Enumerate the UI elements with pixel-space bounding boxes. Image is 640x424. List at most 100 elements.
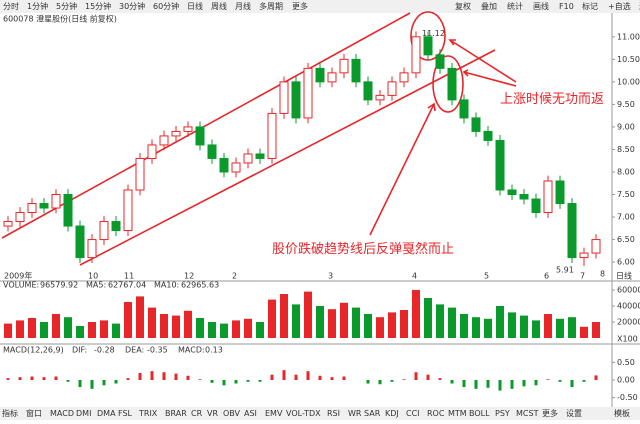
arrow-head bbox=[448, 39, 456, 46]
indicator-tab[interactable]: WR bbox=[348, 409, 362, 418]
header-label: VOLUME: bbox=[3, 281, 39, 290]
indicator-tab[interactable]: DMI bbox=[76, 409, 91, 418]
indicator-tab[interactable]: 指标 bbox=[2, 408, 18, 418]
indicator-tab[interactable]: BRAR bbox=[165, 409, 187, 418]
indicator-tab[interactable]: CR bbox=[191, 409, 203, 418]
volume-bar bbox=[496, 306, 504, 338]
candle-body bbox=[375, 94, 385, 101]
period-tab[interactable]: 1分钟 bbox=[27, 1, 48, 11]
candle-body bbox=[39, 203, 49, 209]
volume-bar bbox=[76, 326, 84, 338]
x-tick-label: 2009年 bbox=[4, 271, 32, 281]
candle-body bbox=[63, 194, 73, 227]
indicator-tab[interactable]: EMV bbox=[265, 409, 283, 418]
period-tab[interactable]: 日线 bbox=[187, 1, 203, 11]
candle-body bbox=[483, 130, 493, 141]
volume-bar bbox=[232, 320, 240, 338]
period-tab[interactable]: 分时 bbox=[3, 1, 19, 11]
arrow-head bbox=[427, 102, 436, 112]
tool-button[interactable]: +自选 bbox=[608, 1, 631, 11]
template-tab[interactable]: 模板 bbox=[614, 408, 630, 418]
candle-body bbox=[435, 54, 445, 69]
volume-bar bbox=[220, 323, 228, 338]
candle-body bbox=[111, 221, 121, 232]
y-tick-label: 7.00 bbox=[617, 213, 635, 222]
candle-body bbox=[579, 252, 589, 259]
indicator-tab[interactable]: 窗口 bbox=[26, 408, 42, 418]
candle-body bbox=[363, 81, 373, 101]
header-value: 62965.63 bbox=[181, 281, 219, 290]
candle-body bbox=[147, 144, 157, 159]
volume-bar bbox=[40, 322, 48, 338]
volume-bar bbox=[160, 314, 168, 338]
volume-bar bbox=[448, 307, 456, 338]
y-tick-label: 6.50 bbox=[617, 235, 635, 244]
tool-button[interactable]: 画线 bbox=[533, 1, 549, 11]
indicator-tab[interactable]: ROC bbox=[427, 409, 445, 418]
volume-bar bbox=[208, 322, 216, 338]
x-tick-label: 11 bbox=[124, 272, 134, 281]
volume-bar bbox=[100, 320, 108, 338]
candle-body bbox=[3, 221, 13, 227]
y-tick-label: 60000 bbox=[617, 286, 640, 295]
indicator-tab[interactable]: 更多 bbox=[542, 408, 558, 418]
candle-body bbox=[327, 72, 337, 83]
indicator-tab[interactable]: 设置 bbox=[566, 408, 582, 418]
x-tick-label: 5 bbox=[484, 272, 489, 281]
candle-body bbox=[135, 157, 145, 191]
indicator-tab[interactable]: BOLL bbox=[469, 409, 490, 418]
indicator-tab[interactable]: MCST bbox=[516, 409, 539, 418]
volume-bar bbox=[28, 318, 36, 338]
indicator-tab[interactable]: MTM bbox=[448, 409, 467, 418]
period-tab[interactable]: 周线 bbox=[211, 1, 227, 11]
tool-button[interactable]: 叠加 bbox=[481, 1, 497, 11]
period-tab[interactable]: 30分钟 bbox=[119, 1, 145, 11]
indicator-tab[interactable]: SAR bbox=[364, 409, 381, 418]
indicator-tab[interactable]: FSL bbox=[118, 409, 133, 418]
volume-bar bbox=[112, 323, 120, 338]
volume-bar bbox=[328, 309, 336, 338]
indicator-tab[interactable]: TRIX bbox=[138, 409, 158, 418]
period-tab[interactable]: 15分钟 bbox=[85, 1, 111, 11]
tool-button[interactable]: 标记 bbox=[582, 1, 598, 11]
annotation-text: 上涨时候无功而返 bbox=[500, 91, 604, 106]
volume-bar bbox=[400, 310, 408, 338]
volume-bar bbox=[532, 320, 540, 338]
volume-bar bbox=[472, 317, 480, 338]
indicator-tab[interactable]: KDJ bbox=[385, 409, 399, 418]
indicator-tab[interactable]: PSY bbox=[495, 409, 510, 418]
tool-button[interactable]: 统计 bbox=[507, 1, 523, 11]
indicator-tab[interactable]: CCI bbox=[406, 409, 420, 418]
volume-bar bbox=[388, 312, 396, 338]
volume-bar bbox=[88, 322, 96, 338]
volume-bar bbox=[280, 294, 288, 338]
period-tab[interactable]: 月线 bbox=[235, 1, 251, 11]
indicator-tab[interactable]: DMA bbox=[97, 409, 116, 418]
volume-bar bbox=[592, 322, 600, 338]
y-tick-label: 7.50 bbox=[617, 190, 635, 199]
min-label: 5.91 bbox=[556, 266, 574, 275]
candle-body bbox=[75, 225, 85, 259]
y-tick-label: 0.50 bbox=[617, 358, 635, 367]
tool-button[interactable]: 复权 bbox=[455, 1, 471, 11]
indicator-tab[interactable]: OBV bbox=[223, 409, 241, 418]
indicator-tab[interactable]: RSI bbox=[327, 409, 340, 418]
indicator-tab[interactable]: MACD bbox=[50, 409, 74, 418]
y-tick-label: 9.50 bbox=[617, 100, 635, 109]
header-label: MA10: bbox=[154, 281, 179, 290]
corner-mark: 8 bbox=[600, 270, 605, 279]
tool-button[interactable]: F10 bbox=[559, 2, 574, 11]
indicator-tab[interactable]: VOL-TDX bbox=[286, 409, 321, 418]
stock-header: 600078 澄星股份(日线 前复权) bbox=[3, 14, 117, 24]
period-tab[interactable]: 5分钟 bbox=[56, 1, 77, 11]
x-tick-label: 12 bbox=[184, 272, 194, 281]
period-tab[interactable]: 更多 bbox=[292, 1, 308, 11]
volume-bar bbox=[316, 306, 324, 338]
period-tab[interactable]: 60分钟 bbox=[153, 1, 179, 11]
volume-bar bbox=[568, 317, 576, 338]
period-tab[interactable]: 多周期 bbox=[259, 1, 283, 11]
indicator-tab[interactable]: ASI bbox=[244, 409, 257, 418]
indicator-tab[interactable]: VR bbox=[207, 409, 218, 418]
y-tick-label: 10.50 bbox=[617, 55, 640, 64]
